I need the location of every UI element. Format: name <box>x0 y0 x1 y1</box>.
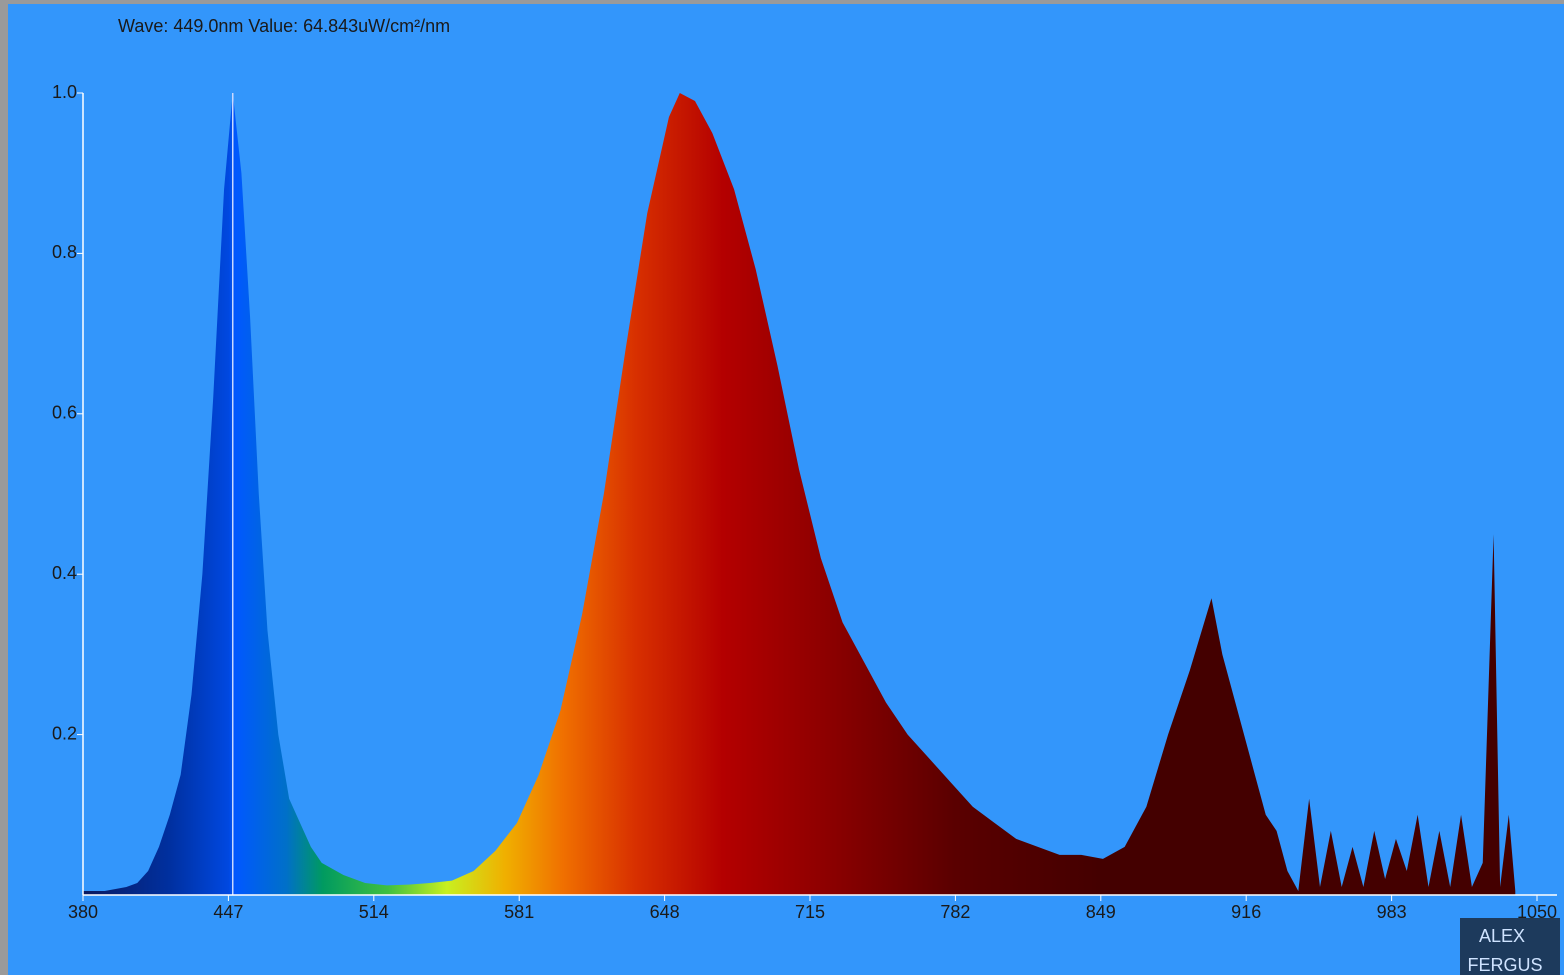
x-tick-label: 380 <box>68 902 98 922</box>
x-tick-label: 782 <box>940 902 970 922</box>
x-tick-label: 715 <box>795 902 825 922</box>
watermark: ALEX <box>1479 926 1525 946</box>
watermark: FERGUS <box>1467 955 1542 975</box>
x-tick-label: 849 <box>1086 902 1116 922</box>
y-tick-label: 0.6 <box>52 403 77 423</box>
y-tick-label: 0.2 <box>52 723 77 743</box>
x-tick-label: 983 <box>1377 902 1407 922</box>
readout: Wave: 449.0nm Value: 64.843uW/cm²/nm <box>118 16 450 36</box>
x-tick-label: 916 <box>1231 902 1261 922</box>
watermark-box <box>1460 918 1560 975</box>
x-tick-label: 514 <box>359 902 389 922</box>
x-tick-label: 447 <box>213 902 243 922</box>
spectrum-area <box>83 93 1516 895</box>
y-tick-label: 0.4 <box>52 563 77 583</box>
x-tick-label: 1050 <box>1517 902 1557 922</box>
x-tick-label: 648 <box>650 902 680 922</box>
y-tick-label: 1.0 <box>52 82 77 102</box>
y-tick-label: 0.8 <box>52 242 77 262</box>
x-tick-label: 581 <box>504 902 534 922</box>
